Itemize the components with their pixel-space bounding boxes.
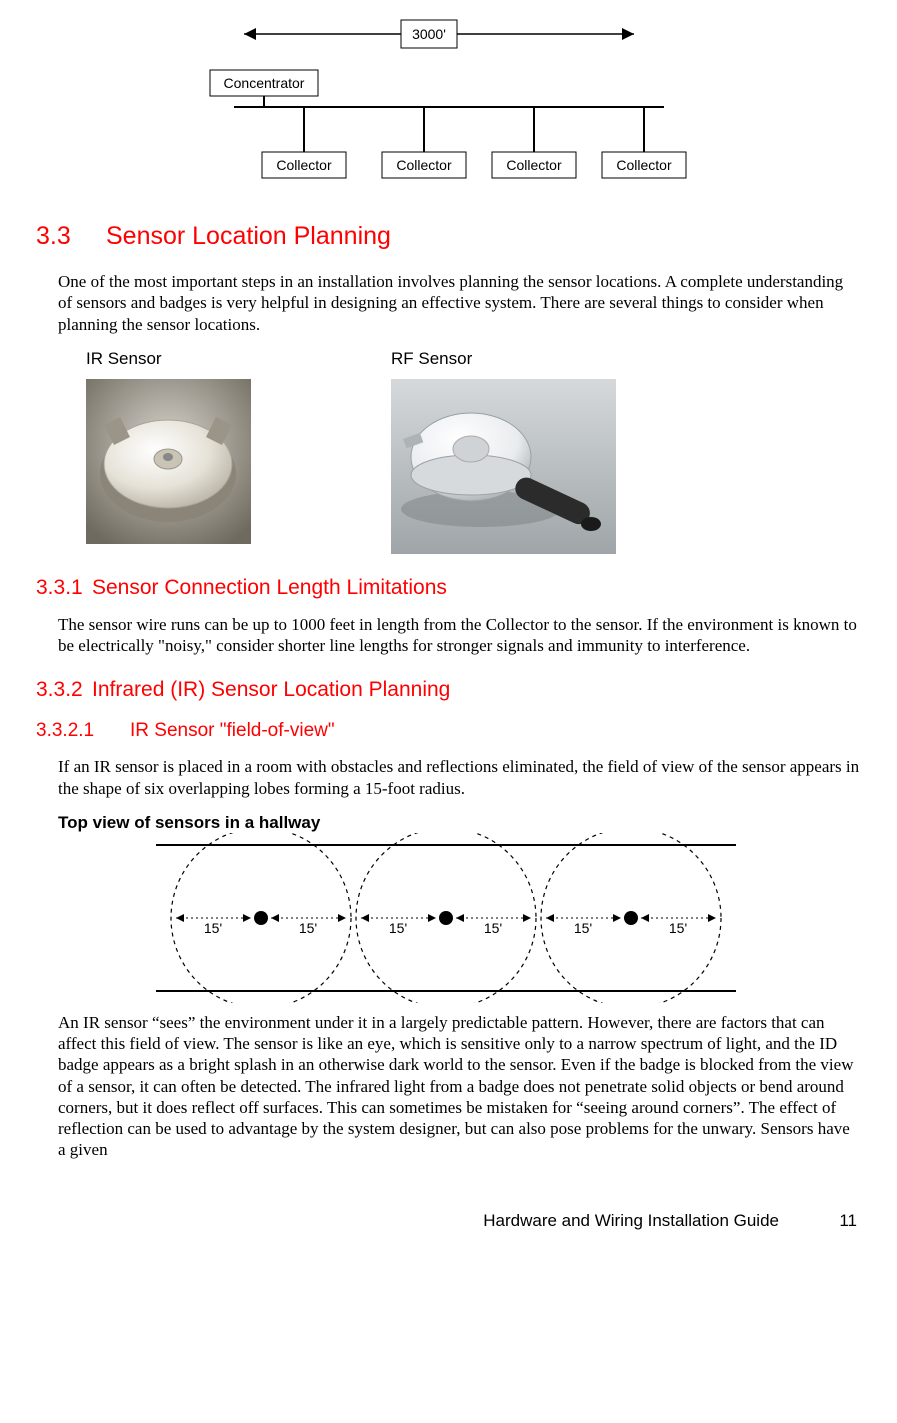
collector-node: Collector — [382, 107, 466, 178]
fov-paragraph-2: An IR sensor “sees” the environment unde… — [36, 1012, 861, 1161]
ir-sensor-image — [86, 379, 251, 544]
ir-sensor-block: IR Sensor — [86, 349, 251, 554]
footer-title: Hardware and Wiring Installation Guide — [483, 1211, 779, 1230]
svg-text:15': 15' — [299, 920, 317, 936]
svg-text:15': 15' — [484, 920, 502, 936]
fov-paragraph: If an IR sensor is placed in a room with… — [36, 756, 861, 799]
svg-text:Collector: Collector — [616, 157, 672, 173]
heading-number: 3.3.1 — [36, 576, 92, 600]
collector-node: Collector — [602, 107, 686, 178]
body-3-3-1: The sensor wire runs can be up to 1000 f… — [36, 614, 861, 657]
heading-text: Infrared (IR) Sensor Location Planning — [92, 678, 450, 701]
heading-number: 3.3.2.1 — [36, 720, 130, 742]
collector-node: Collector — [492, 107, 576, 178]
heading-number: 3.3 — [36, 222, 106, 251]
svg-text:Collector: Collector — [506, 157, 562, 173]
svg-text:15': 15' — [204, 920, 222, 936]
heading-text: IR Sensor "field-of-view" — [130, 720, 335, 741]
heading-number: 3.3.2 — [36, 678, 92, 702]
intro-paragraph: One of the most important steps in an in… — [36, 271, 861, 335]
svg-text:15': 15' — [389, 920, 407, 936]
svg-text:15': 15' — [574, 920, 592, 936]
heading-3-3-2-1: 3.3.2.1IR Sensor "field-of-view" — [36, 720, 861, 742]
heading-text: Sensor Location Planning — [106, 222, 391, 250]
page-footer: Hardware and Wiring Installation Guide11 — [36, 1211, 861, 1231]
concentrator-diagram: 3000' Concentrator Collector Collector — [36, 12, 861, 202]
page-number: 11 — [779, 1211, 857, 1231]
svg-text:Collector: Collector — [276, 157, 332, 173]
heading-text: Sensor Connection Length Limitations — [92, 576, 447, 599]
svg-text:Collector: Collector — [396, 157, 452, 173]
ir-sensor-label: IR Sensor — [86, 349, 251, 369]
rf-sensor-image — [391, 379, 616, 554]
document-page: 3000' Concentrator Collector Collector — [0, 0, 897, 1261]
hallway-diagram: 15' 15' 15' 15' 15' 15' — [36, 833, 861, 1008]
svg-text:15': 15' — [669, 920, 687, 936]
heading-3-3-2: 3.3.2Infrared (IR) Sensor Location Plann… — [36, 678, 861, 702]
collector-node: Collector — [262, 107, 346, 178]
rf-sensor-label: RF Sensor — [391, 349, 616, 369]
heading-3-3: 3.3Sensor Location Planning — [36, 222, 861, 251]
heading-3-3-1: 3.3.1Sensor Connection Length Limitation… — [36, 576, 861, 600]
hallway-caption: Top view of sensors in a hallway — [58, 813, 861, 833]
concentrator-label: Concentrator — [223, 75, 304, 91]
span-label: 3000' — [412, 26, 446, 42]
sensor-images-row: IR Sensor — [36, 349, 861, 554]
rf-sensor-block: RF Sensor — [391, 349, 616, 554]
